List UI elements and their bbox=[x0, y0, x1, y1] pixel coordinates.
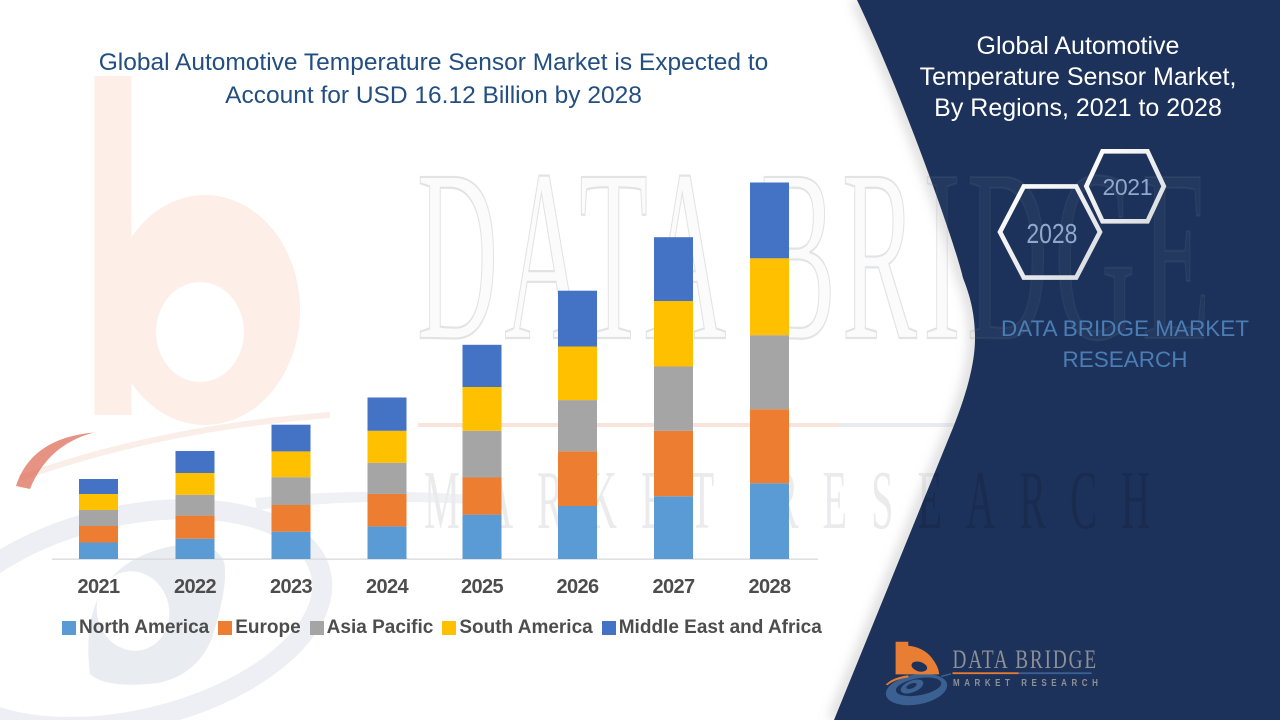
svg-text:2021: 2021 bbox=[1103, 174, 1153, 200]
svg-text:2028: 2028 bbox=[1026, 218, 1077, 249]
svg-text:DATA BRIDGE: DATA BRIDGE bbox=[953, 645, 1098, 673]
svg-text:MARKET RESEARCH: MARKET RESEARCH bbox=[953, 677, 1102, 688]
